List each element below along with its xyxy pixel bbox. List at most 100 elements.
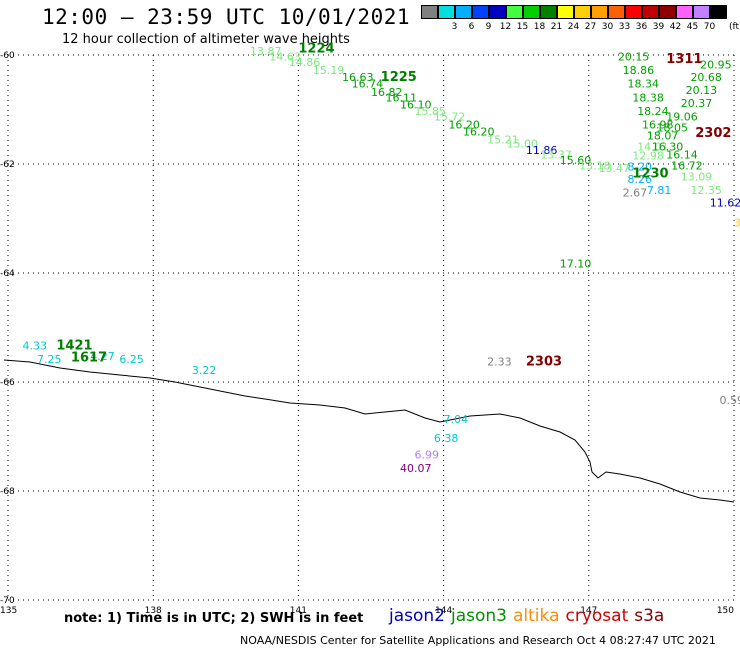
legend-label: 27	[584, 22, 597, 32]
wave-height-label: 2.33	[487, 356, 512, 369]
legend-swatch	[523, 5, 540, 19]
wave-height-label: 16.10	[400, 98, 432, 111]
wave-height-label: 6.25	[119, 353, 144, 366]
wave-height-label: 4.33	[23, 339, 48, 352]
wave-height-label: 13.18	[579, 159, 611, 172]
wave-height-label: 18.07	[647, 129, 679, 142]
time-label: 1421	[56, 338, 92, 353]
legend-swatch	[693, 5, 710, 19]
wave-height-label: 16.74	[352, 78, 384, 91]
lat-tick-label: -60	[0, 51, 15, 61]
wave-height-label: 20.68	[690, 71, 722, 84]
wave-height-label: 0.59	[719, 394, 740, 407]
wave-height-label: 18.05	[657, 121, 689, 134]
legend-label: 70	[703, 22, 716, 32]
satellite-jason2: jason2	[389, 606, 445, 626]
satellite-key: jason2 jason3 altika cryosat s3a	[389, 606, 670, 626]
time-label: 1617	[71, 350, 107, 365]
legend-swatch	[438, 5, 455, 19]
wave-height-label: 16.11	[386, 91, 418, 104]
wave-height-label: 18.34	[628, 78, 660, 91]
legend-swatch	[676, 5, 693, 19]
wave-height-label: 18.38	[632, 91, 664, 104]
wave-height-label: 20.95	[700, 59, 732, 72]
lat-tick-label: -62	[0, 160, 15, 170]
wave-height-label: 14.01	[637, 140, 669, 153]
legend-swatch	[710, 5, 727, 19]
wave-height-label: 12.98	[632, 150, 664, 163]
lat-tick-label: -68	[0, 487, 15, 497]
wave-height-label: 16.98	[642, 119, 674, 132]
wave-height-label: 20.13	[686, 84, 718, 97]
antarctic-coastline	[3, 359, 735, 503]
legend-label: 3	[451, 22, 458, 32]
legend-swatch	[591, 5, 608, 19]
observation-labels: 13.8714.6314.8615.1916.6316.7416.8216.11…	[23, 45, 740, 475]
wave-height-label: 15.72	[434, 110, 466, 123]
legend-swatch	[540, 5, 557, 19]
wave-height-label: 7.81	[647, 184, 672, 197]
wave-height-label: 16.63	[342, 71, 374, 84]
wave-height-label: 18.24	[637, 105, 669, 118]
satellite-cryosat: cryosat	[565, 606, 629, 626]
wave-height-label: 16.82	[371, 86, 403, 99]
wave-height-label: 13.87	[250, 45, 282, 58]
wave-height-label: 19.06	[666, 110, 698, 123]
legend-label: 24	[567, 22, 580, 32]
time-label: 1224	[298, 41, 334, 56]
wave-height-label: 24	[739, 228, 740, 241]
legend-unit: (ft)	[729, 22, 740, 32]
lat-tick-label: -66	[0, 378, 15, 388]
satellite-s3a: s3a	[634, 606, 665, 626]
legend-swatch	[574, 5, 591, 19]
map-subtitle: 12 hour collection of altimeter wave hei…	[62, 32, 350, 47]
wave-height-label: 2.67	[623, 187, 648, 200]
satellite-jason3: jason3	[451, 606, 507, 626]
time-label: 1311	[666, 52, 702, 67]
legend-label: 42	[669, 22, 682, 32]
legend-label: 9	[485, 22, 492, 32]
wave-height-label: 13.37	[540, 149, 572, 162]
wave-height-label: 14.63	[269, 50, 301, 63]
wave-height-label: 12.35	[690, 184, 722, 197]
satellite-altika: altika	[513, 606, 560, 626]
legend-label: 12	[499, 22, 512, 32]
map-title: 12:00 – 23:59 UTC 10/01/2021	[42, 5, 411, 29]
legend-label: 6	[468, 22, 475, 32]
wave-height-label: 16.20	[448, 119, 480, 132]
footnote: note: 1) Time is in UTC; 2) SWH is in fe…	[64, 611, 364, 626]
wave-height-label: 7.25	[37, 353, 62, 366]
time-label: 1230	[632, 167, 668, 182]
wave-height-label: 20.15	[618, 50, 650, 63]
wave-height-label: 8.20	[628, 161, 653, 174]
legend-label: 15	[516, 22, 529, 32]
legend-swatch	[625, 5, 642, 19]
wave-height-label: 16.72	[671, 159, 703, 172]
legend-swatch	[642, 5, 659, 19]
wave-height-label: 11.62	[710, 197, 740, 210]
lon-tick-label: 138	[145, 606, 162, 616]
wave-height-label: 13.47	[598, 162, 630, 175]
lon-tick-label: 144	[435, 606, 452, 616]
legend-label: 30	[601, 22, 614, 32]
wave-height-label: 11.86	[526, 144, 558, 157]
legend-swatch	[489, 5, 506, 19]
wave-height-label: 15.19	[313, 64, 345, 77]
wave-height-label: 32.4	[734, 217, 740, 230]
wave-height-label: 3.22	[192, 364, 217, 377]
wave-height-label: 7.04	[444, 413, 469, 426]
legend-label: 33	[618, 22, 631, 32]
wave-height-label: 16.20	[463, 126, 495, 139]
wave-height-label: 13.09	[681, 170, 713, 183]
legend-swatch	[608, 5, 625, 19]
legend-swatch	[472, 5, 489, 19]
wave-height-label: 14.86	[289, 56, 321, 69]
wave-height-label: 17.10	[560, 258, 592, 271]
wave-height-label: 6.99	[415, 448, 440, 461]
legend-label: 39	[652, 22, 665, 32]
time-label: 1225	[381, 70, 417, 85]
legend-label: 45	[686, 22, 699, 32]
